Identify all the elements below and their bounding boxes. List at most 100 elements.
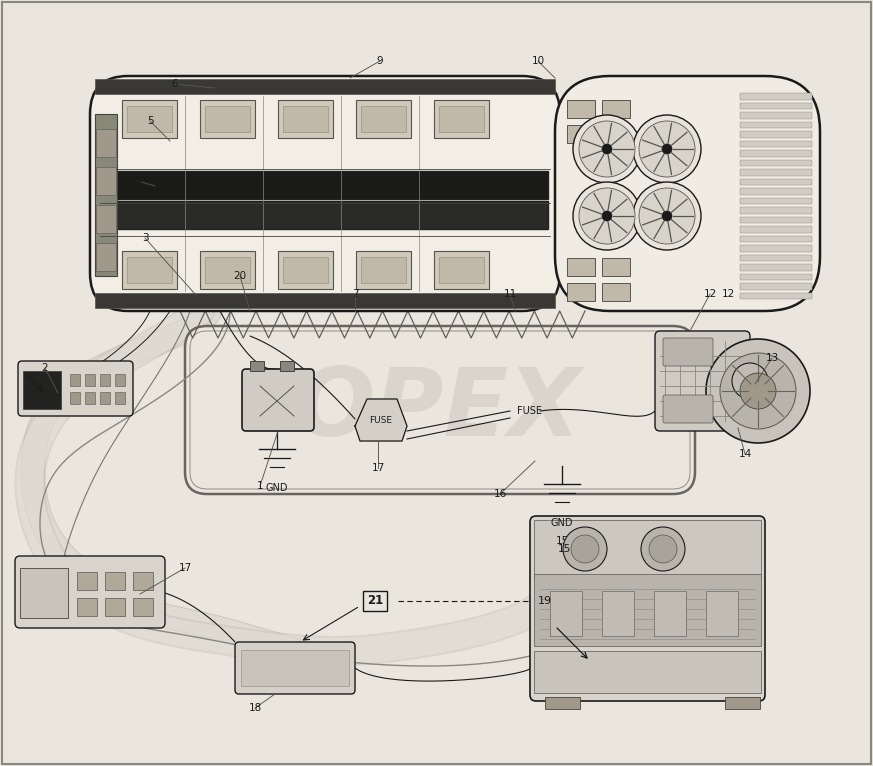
Bar [439, 257, 484, 283]
Text: GND: GND [265, 483, 288, 493]
Bar [105, 572, 125, 590]
Bar [361, 257, 406, 283]
Text: OPEX: OPEX [294, 364, 581, 456]
Bar [740, 150, 812, 156]
Bar [567, 258, 595, 276]
Bar [361, 106, 406, 132]
Bar [439, 106, 484, 132]
Text: 5: 5 [147, 116, 154, 126]
Text: 6: 6 [172, 79, 178, 89]
Bar [95, 293, 555, 308]
Bar [740, 93, 812, 100]
Text: 19: 19 [538, 596, 552, 606]
Bar [283, 257, 328, 283]
Bar [102, 201, 548, 229]
Bar [567, 125, 595, 143]
Bar [740, 131, 812, 138]
Bar [654, 591, 686, 636]
Bar [100, 374, 110, 386]
Bar [23, 371, 61, 409]
Text: 18: 18 [249, 703, 262, 713]
Bar [102, 171, 548, 199]
Circle shape [639, 188, 695, 244]
Bar [545, 697, 580, 709]
Text: 13: 13 [766, 353, 779, 363]
Bar [740, 217, 812, 223]
Bar [85, 374, 95, 386]
Text: 12: 12 [704, 289, 717, 299]
Bar [740, 235, 812, 242]
Text: 15: 15 [555, 536, 568, 546]
FancyBboxPatch shape [663, 338, 713, 366]
Bar [100, 392, 110, 404]
Bar [77, 598, 97, 616]
Bar [122, 100, 177, 138]
Bar [85, 392, 95, 404]
Bar [115, 392, 125, 404]
FancyBboxPatch shape [555, 76, 820, 311]
Bar [740, 245, 812, 251]
FancyBboxPatch shape [235, 642, 355, 694]
Bar [740, 188, 812, 195]
Bar [602, 283, 630, 301]
Bar [740, 112, 812, 119]
Bar [740, 103, 812, 109]
Text: 10: 10 [532, 56, 545, 66]
Bar [602, 100, 630, 118]
Circle shape [602, 144, 612, 154]
Bar [241, 650, 349, 686]
FancyBboxPatch shape [90, 76, 560, 311]
Bar [602, 258, 630, 276]
Text: 20: 20 [233, 271, 246, 281]
Circle shape [740, 373, 776, 409]
Bar [70, 392, 80, 404]
Bar [740, 254, 812, 261]
Bar [434, 100, 489, 138]
Bar [95, 114, 117, 276]
Bar [534, 651, 761, 693]
Bar [200, 100, 255, 138]
FancyBboxPatch shape [530, 516, 765, 701]
Circle shape [579, 188, 635, 244]
Bar [205, 106, 250, 132]
Text: 1: 1 [257, 481, 264, 491]
Bar [740, 140, 812, 147]
Bar [200, 251, 255, 289]
Bar [96, 167, 116, 195]
Bar [740, 273, 812, 280]
Text: 12: 12 [721, 289, 734, 299]
Text: FUSE: FUSE [518, 406, 542, 416]
FancyBboxPatch shape [655, 331, 750, 431]
Text: GND: GND [551, 518, 574, 528]
Bar [122, 251, 177, 289]
Bar [602, 125, 630, 143]
Text: 16: 16 [493, 489, 506, 499]
Circle shape [573, 115, 641, 183]
Bar [740, 293, 812, 299]
Bar [534, 520, 761, 578]
Text: 3: 3 [141, 233, 148, 243]
Text: 15: 15 [557, 544, 571, 554]
Bar [205, 257, 250, 283]
Circle shape [706, 339, 810, 443]
Bar [96, 243, 116, 271]
Circle shape [602, 211, 612, 221]
Bar [740, 178, 812, 185]
Bar [567, 283, 595, 301]
Bar [127, 106, 172, 132]
Bar [96, 205, 116, 233]
Circle shape [649, 535, 677, 563]
Bar [127, 257, 172, 283]
Bar [740, 226, 812, 233]
FancyBboxPatch shape [18, 361, 133, 416]
Bar [534, 574, 761, 646]
Bar [283, 106, 328, 132]
Bar [602, 591, 634, 636]
Bar [567, 100, 595, 118]
Bar [105, 598, 125, 616]
Bar [740, 264, 812, 270]
Bar [95, 79, 555, 94]
Circle shape [639, 121, 695, 177]
Bar [96, 129, 116, 157]
Bar [356, 100, 411, 138]
